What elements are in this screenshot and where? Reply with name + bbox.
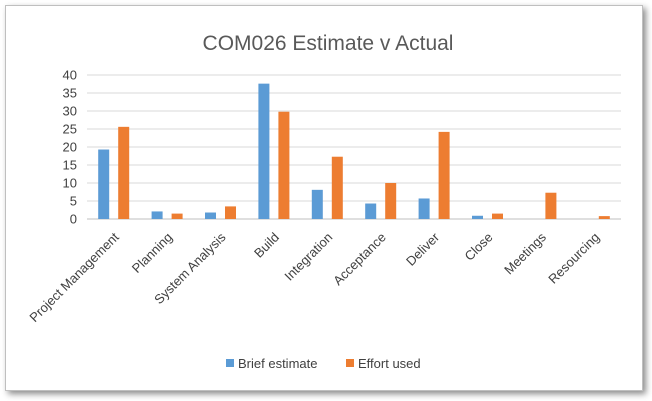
bar-effort	[225, 206, 236, 219]
y-tick-label: 15	[63, 158, 77, 173]
legend-label-effort: Effort used	[358, 356, 421, 371]
y-tick-label: 40	[63, 68, 77, 83]
x-tick-label: Integration	[281, 230, 335, 284]
x-tick-label: Close	[462, 230, 496, 264]
bar-effort	[278, 111, 290, 219]
x-tick-label: Build	[251, 230, 282, 261]
bar-estimate	[365, 203, 377, 219]
x-tick-label: Meetings	[501, 229, 549, 277]
bars	[98, 83, 610, 219]
bar-effort	[385, 183, 397, 219]
y-tick-label: 5	[70, 194, 77, 209]
legend-label-estimate: Brief estimate	[238, 356, 317, 371]
y-tick-label: 30	[63, 104, 77, 119]
x-tick-label: Planning	[129, 230, 175, 276]
y-axis-ticks: 0 5 10 15 20 25 30 35 40	[63, 68, 77, 227]
bar-estimate	[472, 215, 483, 219]
y-tick-label: 10	[63, 176, 77, 191]
x-tick-label: Resourcing	[545, 230, 602, 287]
y-tick-label: 25	[63, 122, 77, 137]
bar-estimate	[418, 198, 430, 219]
y-tick-label: 35	[63, 86, 77, 101]
bar-estimate	[205, 212, 216, 219]
chart-title: COM026 Estimate v Actual	[203, 32, 454, 55]
bar-effort	[545, 192, 557, 219]
y-tick-label: 20	[63, 140, 77, 155]
bar-estimate	[151, 211, 163, 219]
bar-estimate	[311, 189, 323, 219]
x-tick-label: Deliver	[403, 229, 443, 269]
x-tick-label: Acceptance	[330, 230, 389, 289]
legend-swatch-effort	[346, 359, 354, 367]
legend: Brief estimate Effort used	[226, 356, 421, 371]
gridlines	[87, 74, 621, 220]
chart-frame	[5, 5, 643, 391]
bar-effort	[331, 156, 343, 219]
legend-swatch-estimate	[226, 359, 234, 367]
bar-effort	[118, 126, 130, 219]
bar-effort	[492, 213, 503, 219]
bar-estimate	[98, 149, 110, 219]
bar-effort	[171, 213, 183, 219]
x-tick-label: Project Management	[26, 229, 122, 325]
y-tick-label: 0	[70, 212, 77, 227]
bar-effort	[598, 216, 610, 219]
bar-effort	[438, 131, 450, 219]
bar-estimate	[258, 83, 270, 219]
